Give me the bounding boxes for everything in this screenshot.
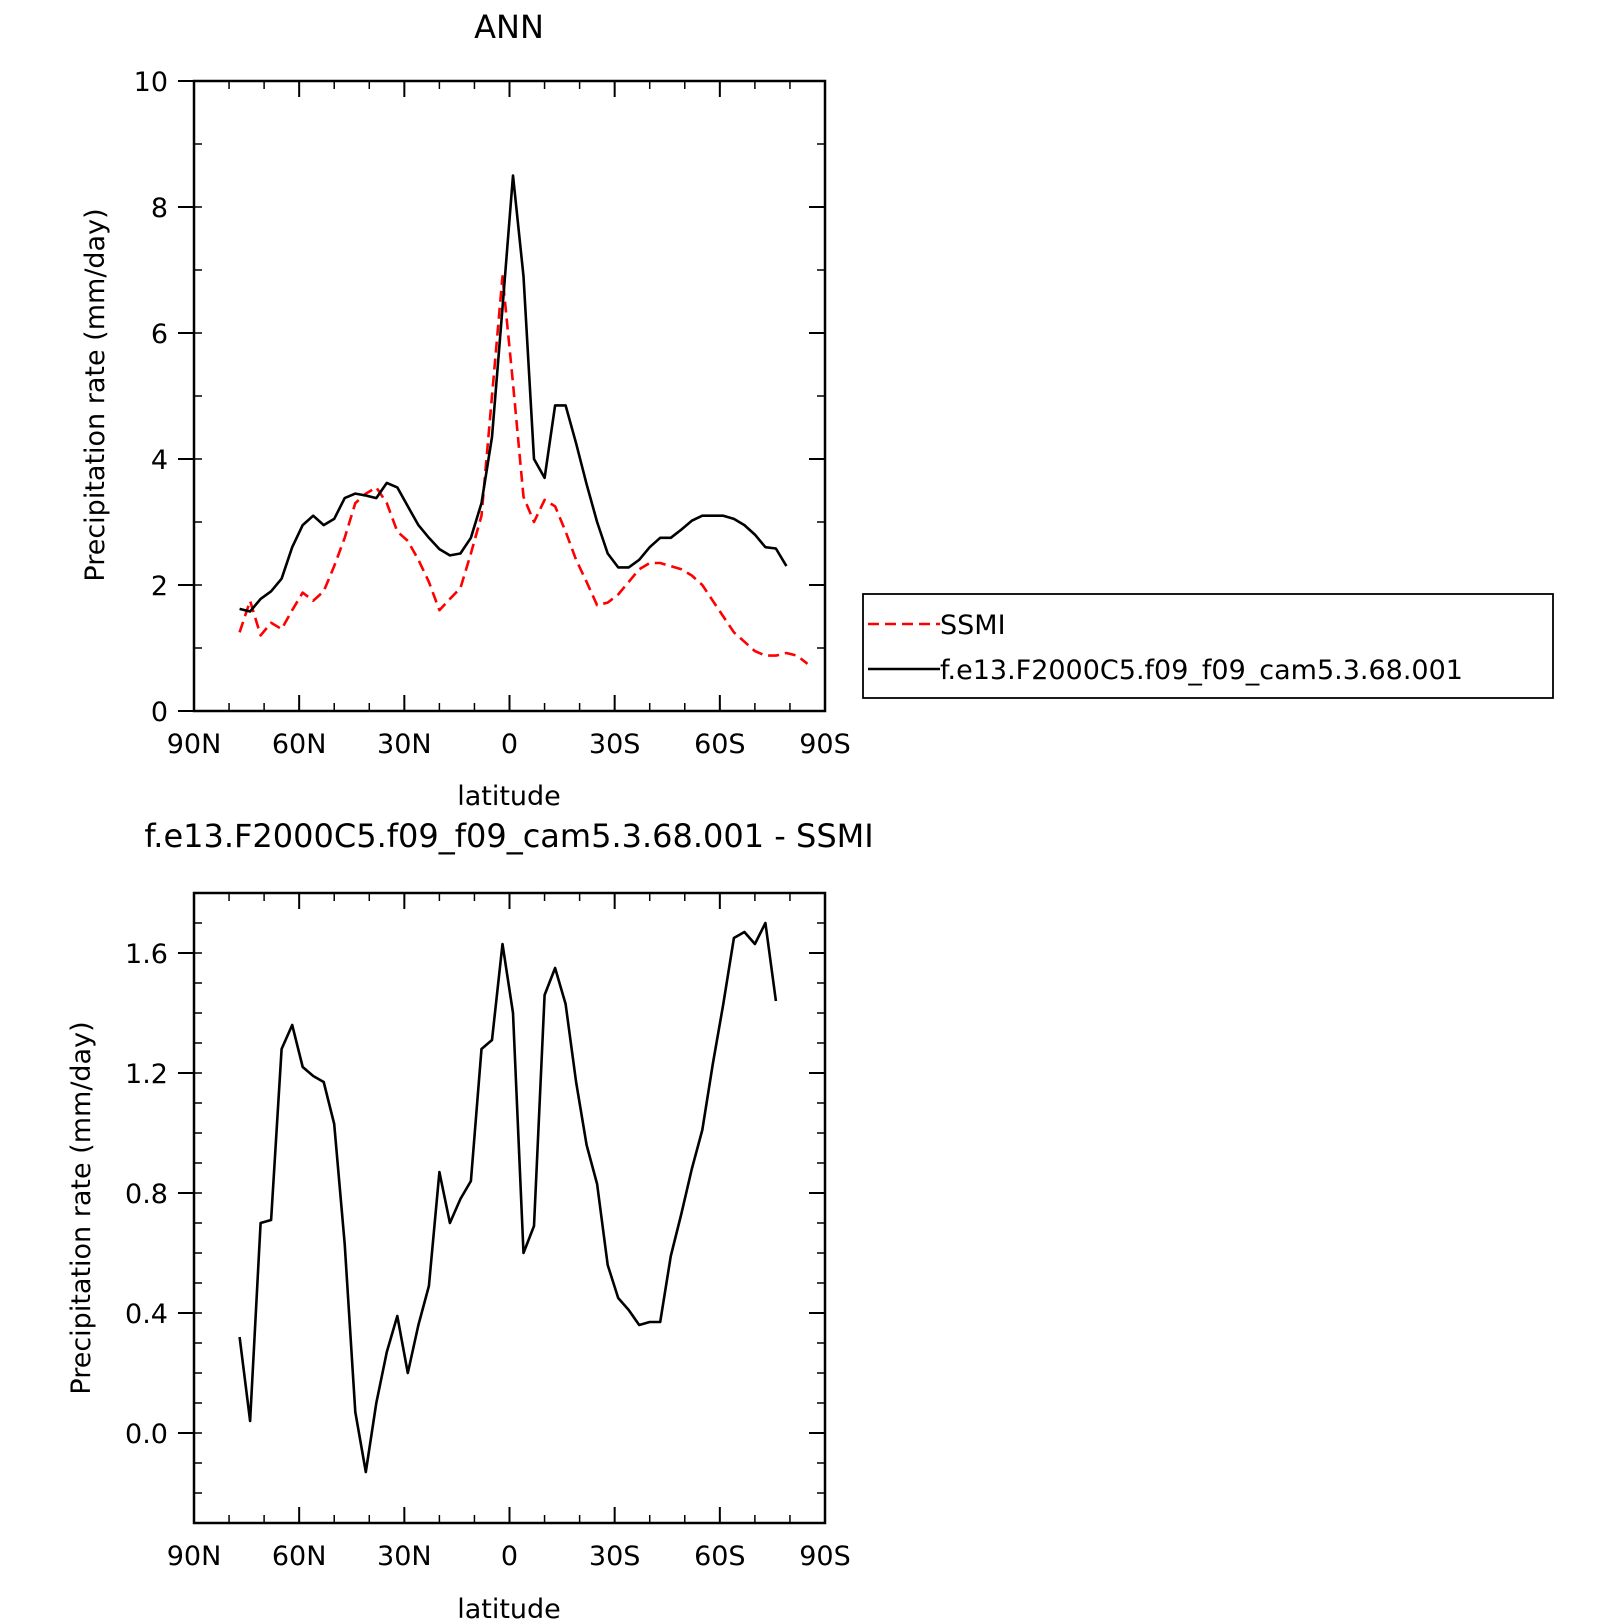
x-tick-label: 90S: [799, 1541, 851, 1572]
y-tick-label: 8: [151, 193, 168, 224]
bottom-y-axis-label: Precipitation rate (mm/day): [66, 1021, 97, 1394]
top-axes: 90N 60N 30N 0 30S 60S 90S 0 2 4 6 8 10: [134, 67, 851, 760]
y-tick-label: 0.0: [125, 1419, 168, 1450]
x-tick-label: 90N: [167, 1541, 222, 1572]
y-tick-label: 6: [151, 319, 168, 350]
x-tick-label: 90S: [799, 729, 851, 760]
series-line-1-0: [238, 921, 778, 1474]
y-tick-label: 10: [134, 67, 168, 98]
legend-label-ssmi: SSMI: [940, 610, 1006, 641]
x-tick-label: 60N: [272, 1541, 327, 1572]
bottom-chart-title: f.e13.F2000C5.f09_f09_cam5.3.68.001 - SS…: [144, 817, 873, 855]
top-x-axis-label: latitude: [457, 781, 561, 812]
x-tick-label: 60S: [694, 729, 746, 760]
x-tick-label: 90N: [167, 729, 222, 760]
top-y-axis-label: Precipitation rate (mm/day): [80, 208, 111, 581]
legend-label-model: f.e13.F2000C5.f09_f09_cam5.3.68.001: [940, 655, 1463, 686]
bottom-axes: 90N 60N 30N 0 30S 60S 90S 0.0 0.4 0.8 1.2 1.6: [125, 892, 851, 1572]
y-tick-label: 2: [151, 571, 168, 602]
bottom-plot-frame: [192, 891, 827, 1525]
y-tick-label: 0.4: [125, 1299, 168, 1330]
y-tick-label: 4: [151, 445, 168, 476]
x-tick-label: 30S: [589, 1541, 641, 1572]
x-tick-label: 60S: [694, 1541, 746, 1572]
legend: SSMI f.e13.F2000C5.f09_f09_cam5.3.68.001: [862, 593, 1554, 699]
bottom-series-layer: [238, 921, 778, 1474]
x-tick-label: 0: [501, 729, 518, 760]
x-tick-label: 60N: [272, 729, 327, 760]
x-tick-label: 30N: [377, 729, 432, 760]
x-tick-label: 30N: [377, 1541, 432, 1572]
series-line-0-0: [238, 274, 809, 665]
top-panel: ANN latitude Precipitation rate (mm/day)…: [80, 8, 851, 812]
x-tick-label: 0: [501, 1541, 518, 1572]
series-line-0-1: [239, 174, 788, 613]
legend-box: [862, 593, 1554, 699]
x-tick-label: 30S: [589, 729, 641, 760]
top-chart-title: ANN: [474, 8, 544, 46]
bottom-x-axis-label: latitude: [457, 1594, 561, 1624]
top-series-layer: [238, 174, 809, 665]
y-tick-label: 1.2: [125, 1059, 168, 1090]
y-tick-label: 0: [151, 697, 168, 728]
y-tick-label: 0.8: [125, 1179, 168, 1210]
y-tick-label: 1.6: [125, 939, 168, 970]
top-plot-frame: [192, 79, 827, 713]
bottom-panel: f.e13.F2000C5.f09_f09_cam5.3.68.001 - SS…: [66, 817, 874, 1624]
